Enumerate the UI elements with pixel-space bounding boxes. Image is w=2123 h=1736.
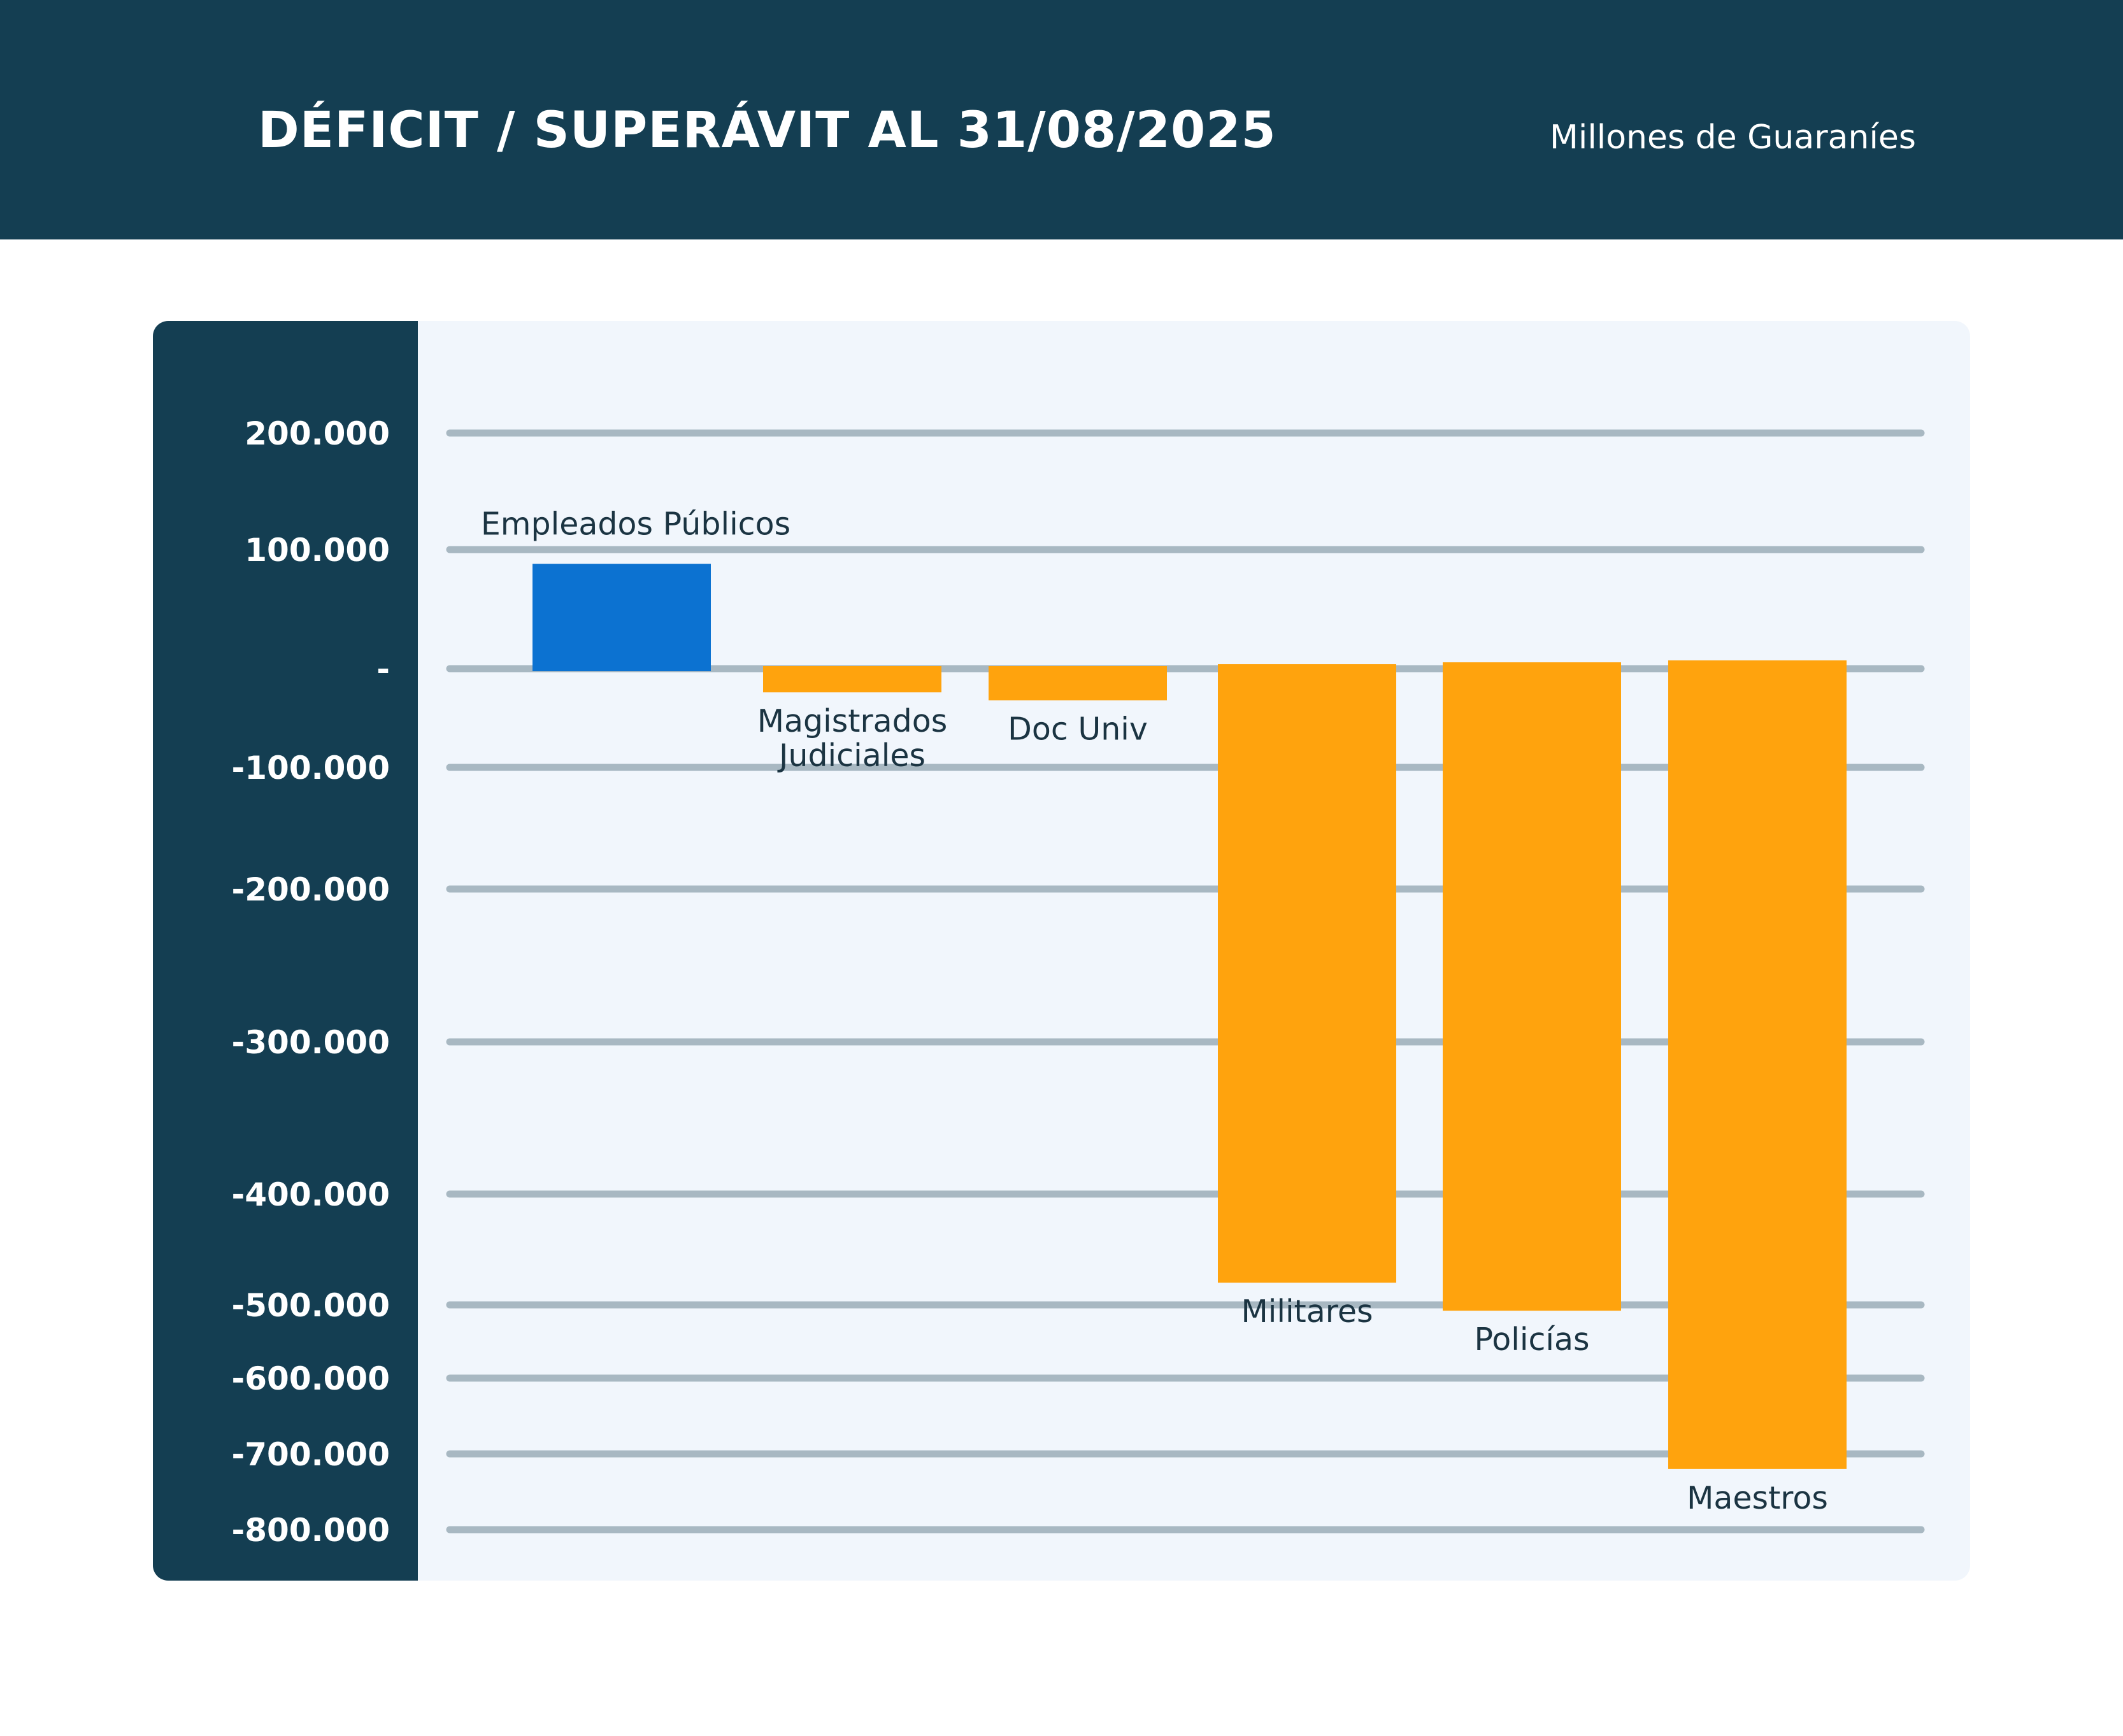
page-title: DÉFICIT / SUPERÁVIT AL 31/08/2025	[258, 102, 1276, 159]
bar-magistrados-judiciales	[763, 666, 941, 693]
y-tick-label: -400.000	[232, 1176, 390, 1213]
y-tick-label: -200.000	[232, 871, 390, 908]
category-label: Policías	[1474, 1321, 1589, 1358]
category-label-line: Magistrados	[757, 703, 948, 739]
y-tick-label: -800.000	[232, 1512, 390, 1549]
chart-panel: 200.000 100.000 - -100.000 -200.000 -300.000 -…	[153, 321, 1970, 1581]
y-tick-label: 200.000	[245, 415, 390, 452]
category-label: Doc Univ	[1008, 711, 1148, 748]
y-tick-label: 100.000	[245, 532, 390, 569]
y-axis-ticks: 200.000 100.000 - -100.000 -200.000 -300.000 -…	[232, 415, 390, 1549]
y-tick-label: -600.000	[232, 1360, 390, 1397]
category-label-line: Militares	[1241, 1293, 1373, 1330]
bar-empleados-p-blicos	[533, 564, 711, 671]
y-tick-label: -500.000	[232, 1287, 390, 1324]
y-tick-label: -	[376, 651, 390, 688]
category-label-line: Empleados Públicos	[481, 506, 790, 542]
units-label: Millones de Guaraníes	[1550, 118, 1916, 157]
y-tick-label: -700.000	[232, 1436, 390, 1473]
bar-polic-as	[1443, 662, 1621, 1311]
bar-militares	[1218, 664, 1396, 1283]
category-label: Magistrados Judiciales	[757, 703, 948, 774]
y-tick-label: -300.000	[232, 1024, 390, 1061]
category-label-line: Policías	[1474, 1321, 1589, 1358]
category-labels: Empleados Públicos Magistrados Judiciales D…	[481, 506, 1828, 1516]
bar-doc-univ	[989, 666, 1167, 701]
category-label: Maestros	[1687, 1480, 1828, 1516]
category-label: Empleados Públicos	[481, 506, 790, 542]
category-label-line: Doc Univ	[1008, 711, 1148, 748]
category-label: Militares	[1241, 1293, 1373, 1330]
bar-maestros	[1668, 660, 1847, 1469]
bar-chart: 200.000 100.000 - -100.000 -200.000 -300.000 -…	[232, 415, 1925, 1549]
y-axis-band	[153, 321, 418, 1581]
y-tick-label: -100.000	[232, 750, 390, 786]
bars	[533, 564, 1847, 1469]
header-bar: DÉFICIT / SUPERÁVIT AL 31/08/2025 Millon…	[0, 0, 2123, 239]
category-label-line: Judiciales	[777, 737, 926, 774]
category-label-line: Maestros	[1687, 1480, 1828, 1516]
